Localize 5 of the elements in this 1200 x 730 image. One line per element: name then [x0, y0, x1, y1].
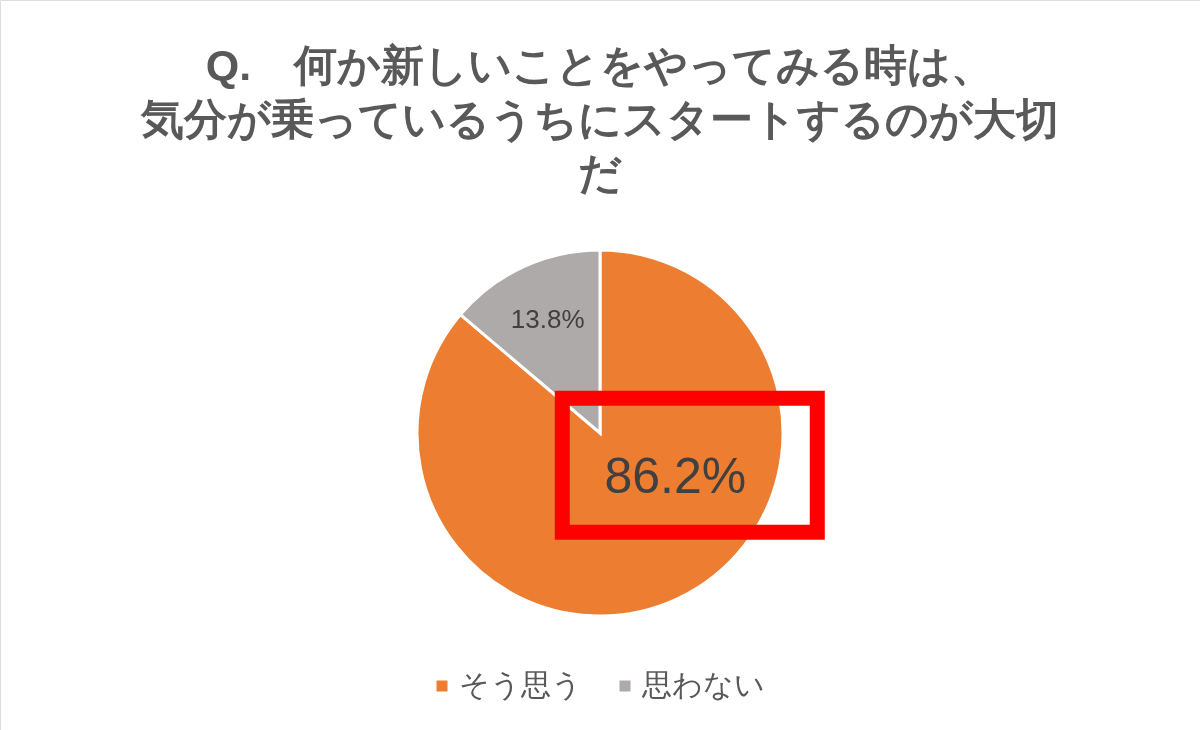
legend-label: 思わない	[641, 668, 765, 701]
chart-title: Q. 何か新しいことをやってみる時は、気分が乗っているうちにスタートするのが大切だ	[140, 41, 1059, 197]
data-label: 86.2%	[604, 448, 747, 505]
data-label: 13.8%	[510, 304, 585, 335]
legend-label: そう思う	[459, 668, 582, 701]
